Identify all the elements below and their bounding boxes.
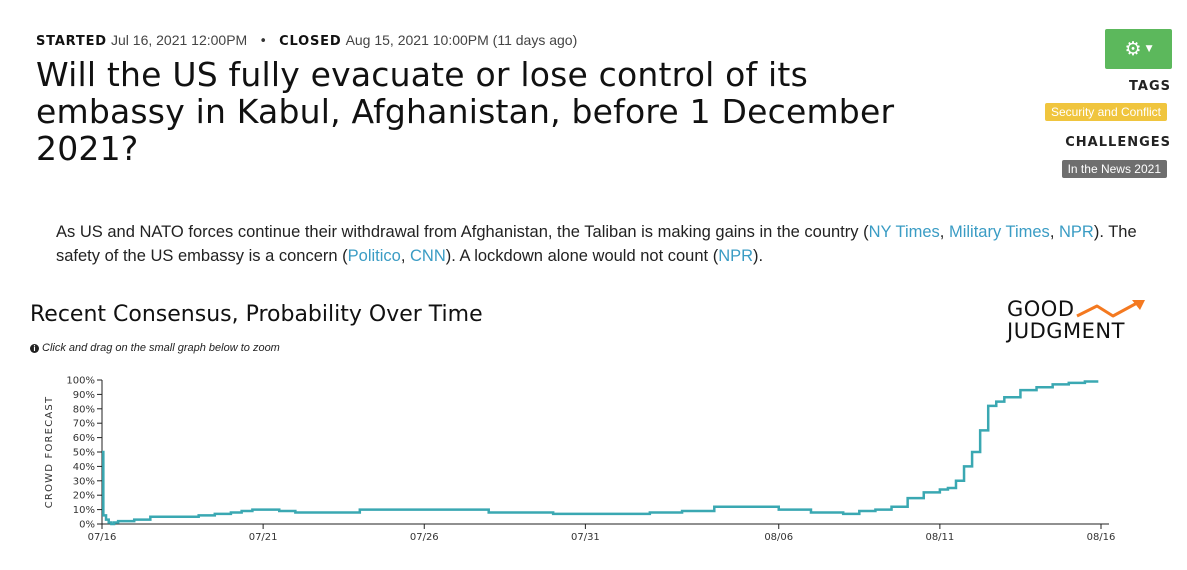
- link-npr-lockdown[interactable]: NPR: [718, 247, 754, 265]
- logo-word-judgment: JUDGMENT: [1007, 319, 1125, 343]
- started-date: Jul 16, 2021 12:00PM: [111, 32, 248, 48]
- description-text: ). A lockdown alone would not count (: [445, 247, 719, 265]
- meta-separator: •: [259, 34, 268, 49]
- x-tick-label: 07/21: [249, 532, 278, 543]
- link-cnn[interactable]: CNN: [410, 247, 446, 265]
- y-tick-label: 70%: [73, 419, 95, 430]
- settings-dropdown-button[interactable]: ⚙ ▼: [1105, 29, 1172, 69]
- link-ny-times[interactable]: NY Times: [868, 223, 940, 241]
- closed-date: Aug 15, 2021 10:00PM (11 days ago): [345, 32, 578, 48]
- closed-label: CLOSED: [279, 34, 342, 49]
- y-tick-label: 60%: [73, 433, 95, 444]
- description-text: ,: [400, 247, 411, 265]
- tag-badge[interactable]: Security and Conflict: [1044, 103, 1167, 121]
- started-label: STARTED: [36, 34, 107, 49]
- probability-chart[interactable]: 0% 10% 20% 30% 40% 50% 60% 70% 80% 90% 100% 07/16 07…: [0, 365, 1187, 570]
- challenge-badge[interactable]: In the News 2021: [1061, 160, 1167, 178]
- x-tick-label: 08/11: [925, 532, 954, 543]
- description-text: ,: [939, 223, 949, 241]
- x-tick-label: 07/16: [88, 532, 117, 543]
- y-tick-label: 10%: [73, 505, 95, 516]
- description-text: As US and NATO forces continue their wit…: [56, 223, 869, 241]
- link-npr[interactable]: NPR: [1058, 223, 1094, 241]
- chart-title: Recent Consensus, Probability Over Time: [30, 302, 483, 327]
- question-meta: STARTED Jul 16, 2021 12:00PM • CLOSED Au…: [36, 32, 577, 49]
- x-tick-label: 07/26: [410, 532, 439, 543]
- y-tick-label: 100%: [66, 376, 95, 387]
- y-axis-label: CROWD FORECAST: [44, 396, 55, 509]
- zoom-hint: i Click and drag on the small graph below…: [30, 342, 280, 354]
- logo-word-good: GOOD: [1007, 297, 1075, 321]
- caret-down-icon: ▼: [1145, 44, 1153, 54]
- y-tick-label: 20%: [73, 491, 95, 502]
- y-tick-label: 0%: [79, 520, 95, 531]
- challenges-label: CHALLENGES: [1065, 135, 1171, 150]
- description-text: ).: [753, 247, 764, 265]
- gear-icon: ⚙: [1124, 38, 1142, 60]
- y-tick-label: 30%: [73, 476, 95, 487]
- link-military-times[interactable]: Military Times: [948, 223, 1050, 241]
- info-icon: i: [30, 344, 39, 353]
- question-title: Will the US fully evacuate or lose contr…: [36, 55, 895, 168]
- tags-label: TAGS: [1129, 79, 1171, 94]
- y-tick-label: 40%: [73, 462, 95, 473]
- link-politico[interactable]: Politico: [347, 247, 401, 265]
- good-judgment-logo[interactable]: GOOD JUDGMENT: [1005, 296, 1155, 346]
- x-tick-label: 08/16: [1087, 532, 1116, 543]
- description-text: ,: [1049, 223, 1059, 241]
- y-tick-label: 90%: [73, 390, 95, 401]
- forecast-series-line: [102, 380, 1099, 526]
- logo-arrow-icon: [1076, 300, 1145, 318]
- x-tick-label: 07/31: [571, 532, 600, 543]
- x-tick-label: 08/06: [764, 532, 793, 543]
- description-text: ). The safety of the US embassy is a con…: [56, 223, 1137, 265]
- y-tick-label: 80%: [73, 404, 95, 415]
- zoom-hint-text: Click and drag on the small graph below …: [42, 342, 280, 354]
- question-description: As US and NATO forces continue their wit…: [56, 220, 1146, 268]
- y-tick-label: 50%: [73, 448, 95, 459]
